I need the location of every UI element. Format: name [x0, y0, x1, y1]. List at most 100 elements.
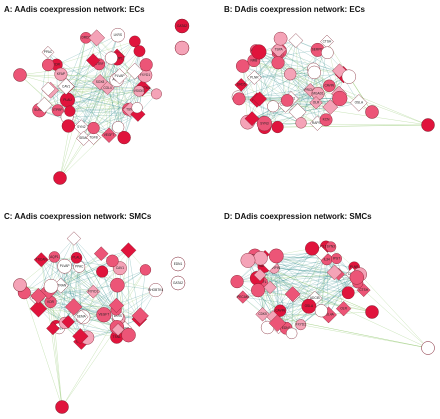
network-edge	[60, 74, 117, 81]
network-node	[30, 287, 47, 305]
network-node: VEGFT	[96, 307, 112, 323]
network-node: AQP1	[48, 251, 61, 263]
node-label: LKRS	[114, 314, 122, 318]
network-node	[131, 102, 143, 114]
network-edge	[286, 277, 357, 329]
network-node: SYN3	[256, 115, 273, 132]
node-label: RAPSD	[312, 121, 324, 125]
node-diamond	[41, 45, 55, 59]
node-diamond	[72, 328, 89, 345]
network-edge	[269, 262, 349, 293]
network-node	[121, 327, 136, 343]
network-node	[139, 58, 153, 72]
network-node	[341, 69, 357, 84]
node-circle	[332, 90, 348, 107]
node-circle	[305, 241, 320, 256]
node-diamond	[247, 70, 262, 85]
network-node	[267, 100, 279, 113]
node-circle	[41, 58, 55, 72]
node-circle	[421, 118, 435, 132]
node-label: OLR	[340, 307, 347, 311]
network-edge	[359, 274, 429, 349]
network-edge	[19, 74, 138, 108]
node-diamond	[236, 290, 250, 304]
network-node	[46, 321, 60, 336]
network-node	[421, 118, 435, 132]
node-label: VEGFT	[104, 133, 115, 137]
network-edge	[119, 268, 140, 320]
node-label: TSNL	[126, 108, 134, 112]
network-node	[41, 81, 56, 97]
network-node	[112, 121, 125, 134]
node-diamond	[108, 297, 124, 313]
node-circle	[341, 286, 355, 300]
node-diamond	[33, 252, 49, 268]
node-label: ADCIB	[310, 296, 320, 300]
node-diamond	[111, 323, 125, 336]
node-diamond	[234, 78, 248, 92]
network-edge	[242, 66, 253, 119]
network-node	[251, 283, 265, 298]
network-edge	[278, 272, 335, 326]
node-label: TSNL	[113, 335, 121, 339]
network-node: FXYD1	[295, 319, 307, 331]
network-edge	[254, 77, 278, 128]
node-circle	[253, 250, 268, 266]
network-edge	[39, 35, 118, 111]
node-label: KCN	[323, 118, 330, 122]
network-edge	[48, 290, 63, 408]
node-circle	[273, 31, 288, 46]
node-circle	[286, 327, 298, 340]
network-node: PECAM	[236, 290, 250, 304]
network-edge	[280, 38, 344, 75]
node-diamond	[263, 280, 277, 294]
node-label: TGFB	[89, 135, 98, 139]
node-circle	[349, 270, 364, 285]
node-circle	[148, 283, 163, 298]
node-circle	[129, 35, 141, 48]
node-label: PPAC	[75, 265, 84, 269]
node-circle	[365, 105, 379, 119]
node-label: PLVAP	[60, 264, 70, 268]
network-edge	[292, 293, 373, 313]
node-circle	[174, 40, 190, 56]
network-node	[251, 44, 267, 60]
network-node	[43, 278, 59, 294]
network-edge	[24, 238, 75, 293]
network-node: ITPRP	[51, 104, 64, 117]
network-edge	[19, 256, 55, 286]
node-diamond	[255, 307, 270, 322]
node-circle	[61, 119, 75, 133]
node-circle	[48, 251, 61, 263]
node-circle	[251, 44, 267, 60]
node-label: CDK5	[258, 312, 267, 316]
node-circle	[110, 277, 125, 293]
network-edge	[241, 62, 279, 86]
network-edge	[80, 271, 103, 337]
node-diamond	[253, 268, 267, 282]
network-edge	[56, 35, 118, 65]
network-node: KFAP	[54, 67, 68, 81]
network-node	[232, 92, 246, 106]
node-label: SYN3	[327, 245, 336, 249]
node-diamond	[61, 315, 75, 329]
node-circle	[232, 92, 246, 106]
network-node	[61, 119, 75, 133]
network-node	[104, 51, 118, 65]
network-node	[106, 254, 119, 268]
network-node: IPGT	[331, 253, 342, 265]
node-label: IPGT	[333, 256, 340, 260]
network-node	[280, 94, 294, 107]
node-label: ITPRP	[53, 108, 62, 112]
node-diamond	[332, 63, 347, 79]
network-edge	[276, 255, 364, 291]
node-label: CTSH	[323, 39, 332, 43]
node-diamond	[284, 286, 301, 302]
network-node: PRCMS	[303, 83, 318, 97]
node-label: SYN2	[77, 125, 86, 129]
node-circle	[106, 254, 119, 268]
node-diamond	[41, 81, 56, 97]
network-edge	[254, 74, 344, 78]
network-edge	[116, 56, 119, 128]
network-node: CAV1	[57, 77, 75, 95]
